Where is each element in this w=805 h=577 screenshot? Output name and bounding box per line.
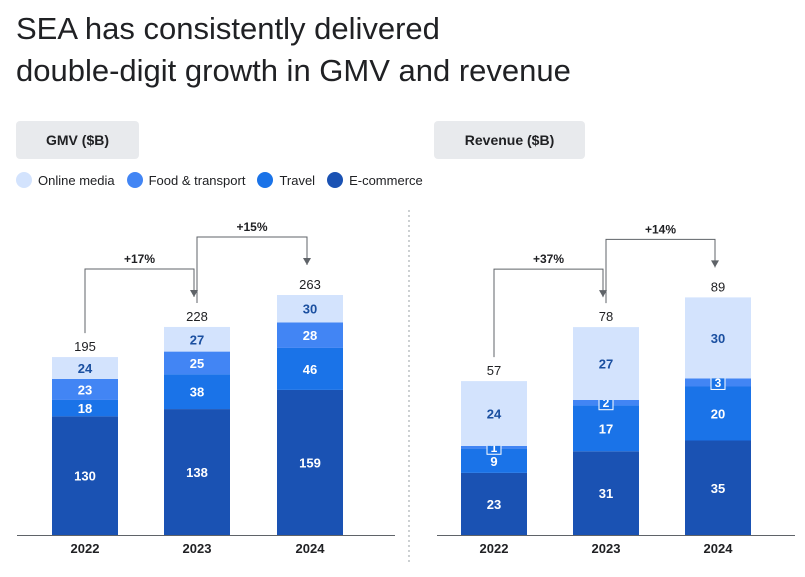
bar-segment-e-commerce [461, 472, 527, 535]
data-label: 23 [487, 497, 501, 512]
legend-item-e-commerce: E-commerce [327, 172, 423, 188]
legend-item-online-media: Online media [16, 172, 115, 188]
data-label: 27 [190, 332, 204, 347]
bar-segment-food-transport [52, 378, 118, 400]
legend-swatch-online-media [16, 172, 32, 188]
tick-label: 2022 [480, 541, 509, 556]
bar-segment-travel [573, 405, 639, 452]
tick-label: 2022 [71, 541, 100, 556]
legend-label: E-commerce [349, 172, 423, 188]
data-label: 18 [78, 401, 92, 416]
bar-segment-online-media [573, 327, 639, 400]
data-label: 24 [78, 361, 93, 376]
legend-item-food-transport: Food & transport [126, 172, 246, 188]
tick-label: 2024 [704, 541, 734, 556]
data-label: 130 [74, 469, 96, 484]
total-label: 89 [711, 279, 725, 294]
bar-segment-e-commerce [52, 416, 118, 535]
data-label: 1 [491, 441, 498, 455]
bar-segment-e-commerce [164, 409, 230, 535]
page-title: SEA has consistently delivered double-di… [16, 8, 776, 92]
bar-segment-travel [685, 386, 751, 441]
bar-segment-online-media [277, 295, 343, 323]
data-label: 138 [186, 465, 208, 480]
bar-segment-travel [52, 399, 118, 417]
data-label: 38 [190, 385, 204, 400]
tick-label: 2023 [183, 541, 212, 556]
growth-label: +15% [236, 220, 267, 234]
growth-arrow [196, 236, 308, 303]
total-label: 57 [487, 363, 501, 378]
data-label: 3 [715, 376, 722, 390]
growth-label: +14% [645, 222, 676, 236]
data-label: 35 [711, 481, 725, 496]
data-label: 159 [299, 455, 321, 470]
tick-label: 2024 [296, 541, 326, 556]
legend-label: Travel [279, 172, 316, 188]
total-label: 228 [186, 309, 208, 324]
growth-arrow [493, 268, 604, 358]
data-label: 17 [599, 421, 613, 436]
growth-arrowhead [190, 289, 198, 297]
bar-segment-food-transport [164, 351, 230, 375]
growth-label: +17% [124, 252, 155, 266]
growth-label: +37% [533, 252, 564, 266]
title-line-1: SEA has consistently delivered [16, 11, 440, 46]
legend-swatch-food-transport [126, 172, 143, 188]
revenue-chart: 23 91 24 57 2022 31 17 2 27 78 2023 35 20 3 30 89 2024 +3… [437, 222, 795, 556]
data-label: 31 [599, 486, 613, 501]
legend: Online media Food & transport Travel E-c… [16, 172, 435, 188]
legend-item-travel: Travel [257, 172, 315, 188]
data-label: 9 [490, 454, 497, 469]
growth-arrowhead [711, 260, 719, 268]
bar-segment-online-media [461, 381, 527, 446]
data-label: 28 [303, 328, 317, 343]
bar-segment-e-commerce [685, 440, 751, 535]
bar-segment-online-media [164, 326, 230, 352]
bar-segment-online-media [685, 297, 751, 379]
total-label: 263 [299, 277, 321, 292]
data-label: 20 [711, 407, 725, 422]
legend-swatch-e-commerce [327, 172, 344, 188]
revenue-chart-title: Revenue ($B) [434, 121, 585, 159]
data-label: 30 [303, 302, 317, 317]
data-label: 23 [78, 382, 92, 397]
bar-segment-e-commerce [277, 389, 343, 535]
bar-segment-food-transport [277, 322, 343, 348]
title-line-2: double-digit growth in GMV and revenue [16, 53, 571, 88]
bar-segment-travel [277, 347, 343, 390]
legend-swatch-travel [257, 172, 274, 188]
growth-arrow [605, 238, 716, 304]
legend-label: Online media [38, 172, 115, 188]
total-label: 78 [599, 309, 613, 324]
data-label: 27 [599, 357, 613, 372]
data-label: 2 [603, 396, 610, 410]
data-label: 46 [303, 362, 317, 377]
growth-arrow [84, 268, 195, 334]
growth-arrowhead [599, 290, 607, 298]
data-label: 24 [487, 407, 502, 422]
data-label: 30 [711, 331, 725, 346]
growth-arrowhead [303, 258, 311, 266]
data-label: 25 [190, 356, 204, 371]
legend-label: Food & transport [148, 172, 246, 188]
bar-segment-e-commerce [573, 451, 639, 535]
gmv-chart-title: GMV ($B) [16, 121, 139, 159]
bar-segment-online-media [52, 357, 118, 379]
gmv-chart: 130 18 23 24 195 2022 138 38 25 27 228 2023 159 46 28 3… [17, 220, 395, 556]
total-label: 195 [74, 339, 96, 354]
tick-label: 2023 [592, 541, 621, 556]
bar-segment-travel [164, 374, 230, 410]
